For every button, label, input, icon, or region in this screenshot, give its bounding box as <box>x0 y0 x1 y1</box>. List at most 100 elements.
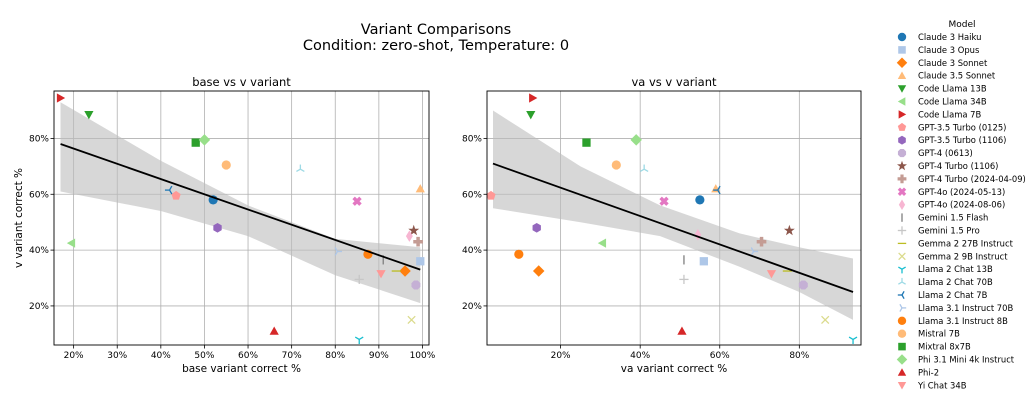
y-tick-label: 80% <box>29 134 49 144</box>
legend-item-claude-3-opus: Claude 3 Opus <box>898 45 979 55</box>
x-tick-label: 30% <box>107 351 127 361</box>
point-claude-3-haiku <box>695 195 705 205</box>
legend-item-gpt-3-5-turbo-1106: GPT-3.5 Turbo (1106) <box>898 135 1006 145</box>
legend-item-claude-3-5-sonnet: Claude 3.5 Sonnet <box>897 71 996 81</box>
x-tick-label: 80% <box>325 351 345 361</box>
legend-label: Yi Chat 34B <box>917 380 967 390</box>
legend-label: Gemini 1.5 Pro <box>918 226 980 236</box>
legend-item-phi-3-1-mini-4k-instruct: Phi 3.1 Mini 4k Instruct <box>896 354 1015 365</box>
x-tick-label: 90% <box>369 351 389 361</box>
point-mistral-7b <box>611 160 621 170</box>
point-gpt-3-5-turbo-0125 <box>486 190 496 200</box>
y-tick-label: 20% <box>29 302 49 312</box>
x-tick-label: 50% <box>194 351 214 361</box>
legend-marker-code-llama-7b <box>898 110 907 119</box>
legend-marker-code-llama-13b <box>897 85 907 93</box>
legend-marker-gpt-4o-2024-05-13 <box>897 187 907 197</box>
point-gpt-4-turbo-1106 <box>408 224 420 236</box>
point-gemma-2-9b-instruct <box>821 315 830 325</box>
panel-title: va vs v variant <box>631 75 717 89</box>
legend-marker-gpt-4-turbo-2024-04-09 <box>897 174 907 184</box>
point-mixtral-8x7b <box>582 138 591 147</box>
legend-label: Llama 2 Chat 7B <box>918 290 988 300</box>
y-axis-label: v variant correct % <box>13 168 25 268</box>
scatter-panel-base-vs-v: base vs v variant 20% 30% 40% 50% 60% 70% 80% 90… <box>13 75 436 375</box>
y-tick-label: 80% <box>462 134 482 144</box>
legend-marker-gpt-4o-2024-08-06 <box>898 199 906 210</box>
legend-marker-gpt-3-5-turbo-0125 <box>897 122 907 131</box>
point-gpt-3-5-turbo-1106 <box>213 222 222 233</box>
legend: Model Claude 3 Haiku Claude 3 Opus Claude … <box>896 20 1026 390</box>
point-gpt-4o-2024-08-06 <box>405 230 413 242</box>
point-gemini-1-5-pro <box>354 274 364 285</box>
x-tick-label: 20% <box>551 351 571 361</box>
legend-label: GPT-4 Turbo (2024-04-09) <box>918 174 1026 184</box>
x-axis-label: base variant correct % <box>182 363 301 375</box>
legend-marker-claude-3-haiku <box>897 32 907 42</box>
point-code-llama-13b <box>84 111 94 120</box>
point-llama-2-chat-13b <box>848 336 858 345</box>
figure-subtitle: Condition: zero-shot, Temperature: 0 <box>303 38 569 54</box>
point-llama-3-1-instruct-8b <box>514 249 524 259</box>
point-code-llama-34b <box>66 238 76 248</box>
legend-label: Llama 2 Chat 13B <box>918 264 993 274</box>
axes-frame <box>486 90 862 346</box>
point-claude-3-5-sonnet <box>415 184 425 193</box>
point-claude-3-sonnet <box>399 265 411 277</box>
point-claude-3-opus <box>699 257 708 266</box>
x-tick-label: 60% <box>238 351 258 361</box>
legend-item-llama-2-chat-7b: Llama 2 Chat 7B <box>897 290 988 300</box>
legend-label: Gemma 2 9B Instruct <box>918 251 1008 261</box>
legend-label: Claude 3 Opus <box>918 45 979 55</box>
legend-marker-mixtral-8x7b <box>898 342 906 351</box>
legend-marker-mistral-7b <box>897 329 907 338</box>
x-tick-label: 100% <box>410 351 436 361</box>
legend-label: Gemini 1.5 Flash <box>918 213 988 223</box>
scatter-panel-va-vs-v: va vs v variant 20% 40% 60% 80% 20% 40% 60% 80% v… <box>462 75 862 375</box>
legend-label: Llama 2 Chat 70B <box>918 277 993 287</box>
point-gpt-4-turbo-2024-04-09 <box>756 236 767 247</box>
legend-label: Llama 3.1 Instruct 70B <box>918 303 1013 313</box>
x-tick-label: 40% <box>630 351 650 361</box>
legend-marker-llama-3-1-instruct-8b <box>897 316 907 325</box>
legend-item-llama-3-1-instruct-70b: Llama 3.1 Instruct 70B <box>899 303 1013 313</box>
point-gpt-4o-2024-05-13 <box>659 196 669 206</box>
legend-item-mixtral-8x7b: Mixtral 8x7B <box>898 342 971 352</box>
legend-item-llama-2-chat-70b: Llama 2 Chat 70B <box>898 277 993 287</box>
legend-item-gpt-3-5-turbo-0125: GPT-3.5 Turbo (0125) <box>897 122 1006 132</box>
point-llama-2-chat-7b <box>164 185 173 195</box>
point-claude-3-opus <box>416 257 425 266</box>
legend-marker-gpt-4-turbo-1106 <box>897 160 907 171</box>
legend-item-gpt-4-turbo-1106: GPT-4 Turbo (1106) <box>897 160 998 171</box>
point-claude-3-sonnet <box>532 265 545 277</box>
legend-marker-llama-2-chat-70b <box>898 277 906 285</box>
x-tick-label: 70% <box>282 351 302 361</box>
point-phi-2 <box>677 326 687 335</box>
legend-item-gpt-4-0613: GPT-4 (0613) <box>897 148 973 158</box>
legend-label: GPT-3.5 Turbo (0125) <box>918 122 1006 132</box>
figure-title: Variant Comparisons <box>361 22 511 38</box>
legend-item-gemma-2-9b-instruct: Gemma 2 9B Instruct <box>898 251 1008 261</box>
legend-item-gpt-4o-2024-05-13: GPT-4o (2024-05-13) <box>897 187 1005 197</box>
legend-item-llama-2-chat-13b: Llama 2 Chat 13B <box>898 264 993 274</box>
legend-label: GPT-4o (2024-08-06) <box>918 200 1005 210</box>
panel-title: base vs v variant <box>192 75 291 89</box>
legend-label: GPT-4o (2024-05-13) <box>918 187 1005 197</box>
legend-marker-llama-2-chat-7b <box>897 291 905 299</box>
legend-item-code-llama-34b: Code Llama 34B <box>897 97 987 107</box>
point-mistral-7b <box>221 160 231 170</box>
y-tick-label: 40% <box>29 246 49 256</box>
x-axis-label: va variant correct % <box>621 363 728 375</box>
legend-label: Phi 3.1 Mini 4k Instruct <box>918 355 1015 365</box>
legend-item-gemma-2-27b-instruct: Gemma 2 27B Instruct <box>897 238 1014 248</box>
legend-label: GPT-3.5 Turbo (1106) <box>918 135 1006 145</box>
point-llama-2-chat-70b <box>639 164 649 173</box>
legend-label: Claude 3 Sonnet <box>918 58 988 68</box>
trend-line <box>60 143 421 271</box>
legend-marker-claude-3-5-sonnet <box>897 71 907 80</box>
legend-marker-yi-chat-34b <box>897 381 907 390</box>
point-gpt-3-5-turbo-0125 <box>171 190 181 200</box>
legend-label: Phi-2 <box>918 367 939 377</box>
legend-item-claude-3-haiku: Claude 3 Haiku <box>897 32 981 42</box>
